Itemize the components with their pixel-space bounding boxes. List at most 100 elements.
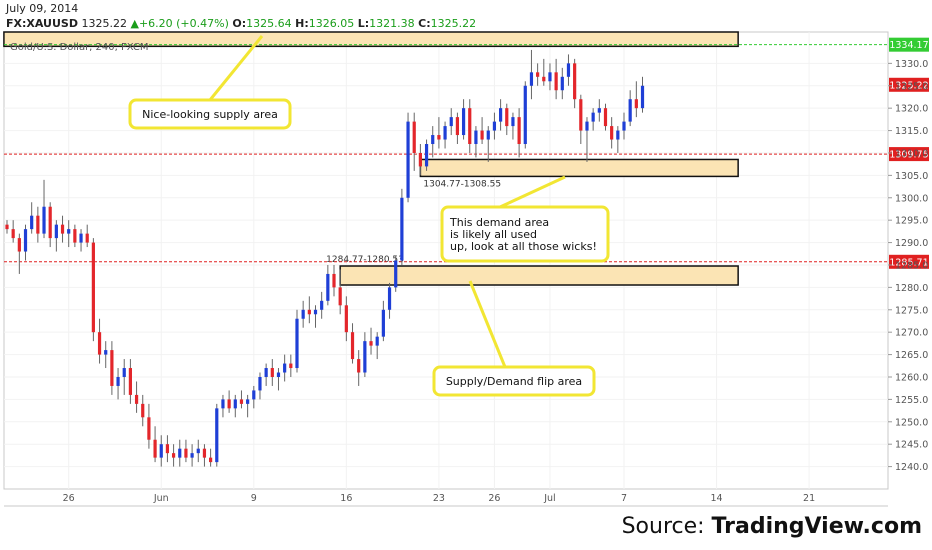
candle-body[interactable] [406, 121, 410, 198]
candle-body[interactable] [11, 229, 15, 239]
candle-body[interactable] [227, 399, 231, 409]
candle-body[interactable] [301, 309, 305, 319]
candle-body[interactable] [239, 399, 244, 404]
candle-body[interactable] [165, 444, 170, 454]
candle-body[interactable] [418, 152, 422, 167]
candle-body[interactable] [91, 242, 95, 333]
candle-body[interactable] [67, 229, 71, 234]
candle-body[interactable] [320, 300, 324, 310]
candle-body[interactable] [381, 309, 385, 337]
candle-body[interactable] [548, 72, 552, 82]
candle-body[interactable] [573, 63, 577, 100]
candle-body[interactable] [554, 72, 558, 91]
candle-body[interactable] [54, 224, 58, 239]
candle-body[interactable] [60, 224, 65, 234]
candle-body[interactable] [128, 368, 132, 395]
candle-body[interactable] [492, 121, 497, 131]
candle-body[interactable] [585, 121, 589, 131]
candle-body[interactable] [295, 318, 299, 369]
candle-body[interactable] [511, 117, 515, 127]
candle-body[interactable] [122, 368, 126, 377]
candle-body[interactable] [375, 336, 379, 346]
candles[interactable] [5, 49, 645, 467]
candle-body[interactable] [400, 197, 404, 261]
candle-body[interactable] [455, 117, 460, 136]
candle-body[interactable] [190, 453, 194, 458]
candle-body[interactable] [357, 359, 361, 373]
candle-body[interactable] [252, 390, 256, 400]
candle-body[interactable] [134, 394, 139, 404]
candle-body[interactable] [597, 108, 601, 113]
candle-body[interactable] [431, 135, 435, 145]
candle-body[interactable] [610, 126, 614, 140]
candle-body[interactable] [246, 399, 250, 404]
candle-body[interactable] [499, 108, 503, 122]
candle-body[interactable] [480, 130, 484, 140]
candle-body[interactable] [634, 99, 638, 109]
candle-body[interactable] [270, 368, 274, 377]
candle-body[interactable] [344, 305, 348, 333]
candle-body[interactable] [474, 130, 478, 145]
candle-body[interactable] [307, 309, 311, 315]
candle-body[interactable] [23, 229, 28, 252]
candle-body[interactable] [468, 108, 472, 145]
candle-body[interactable] [221, 399, 225, 409]
candle-body[interactable] [350, 332, 355, 360]
candle-body[interactable] [616, 130, 620, 140]
candle-body[interactable] [579, 99, 583, 131]
candle-body[interactable] [110, 350, 114, 386]
candle-body[interactable] [141, 403, 145, 418]
candle-body[interactable] [48, 206, 52, 239]
candle-body[interactable] [412, 121, 416, 153]
candle-body[interactable] [209, 457, 213, 463]
candle-body[interactable] [542, 76, 546, 82]
candle-body[interactable] [338, 287, 342, 306]
candle-body[interactable] [36, 215, 40, 234]
candle-body[interactable] [147, 417, 151, 440]
candle-body[interactable] [622, 121, 626, 131]
candle-body[interactable] [116, 376, 120, 386]
candle-body[interactable] [276, 372, 281, 377]
candle-body[interactable] [313, 309, 318, 315]
candle-body[interactable] [215, 408, 219, 463]
candle-body[interactable] [264, 368, 268, 377]
candle-body[interactable] [289, 363, 293, 369]
candle-body[interactable] [233, 399, 237, 409]
candle-body[interactable] [424, 144, 429, 167]
candle-body[interactable] [603, 108, 608, 127]
candle-body[interactable] [363, 341, 367, 373]
candle-body[interactable] [536, 72, 540, 77]
candle-body[interactable] [443, 126, 447, 140]
candle-body[interactable] [332, 273, 336, 288]
candle-body[interactable] [505, 108, 509, 127]
candle-body[interactable] [97, 332, 102, 355]
candle-body[interactable] [258, 376, 262, 391]
candle-body[interactable] [202, 448, 207, 458]
candle-body[interactable] [153, 439, 157, 458]
candle-body[interactable] [104, 350, 108, 355]
candle-body[interactable] [523, 85, 527, 145]
candle-body[interactable] [73, 229, 77, 243]
candle-body[interactable] [640, 85, 645, 109]
candle-body[interactable] [517, 117, 521, 145]
candle-body[interactable] [529, 72, 534, 86]
candle-body[interactable] [486, 130, 490, 140]
candle-body[interactable] [437, 135, 441, 140]
candle-body[interactable] [159, 444, 163, 458]
candle-body[interactable] [178, 448, 182, 458]
candle-body[interactable] [387, 287, 392, 310]
candle-body[interactable] [369, 341, 373, 346]
candle-body[interactable] [79, 233, 83, 243]
candle-body[interactable] [30, 215, 34, 230]
candle-body[interactable] [394, 260, 398, 288]
candle-body[interactable] [591, 112, 595, 122]
candle-body[interactable] [5, 224, 9, 230]
candle-body[interactable] [283, 363, 287, 373]
candle-body[interactable] [85, 233, 89, 243]
candle-body[interactable] [196, 448, 200, 454]
candle-body[interactable] [171, 453, 176, 458]
candle-body[interactable] [42, 206, 46, 234]
candle-body[interactable] [566, 63, 571, 77]
candle-body[interactable] [184, 448, 188, 458]
